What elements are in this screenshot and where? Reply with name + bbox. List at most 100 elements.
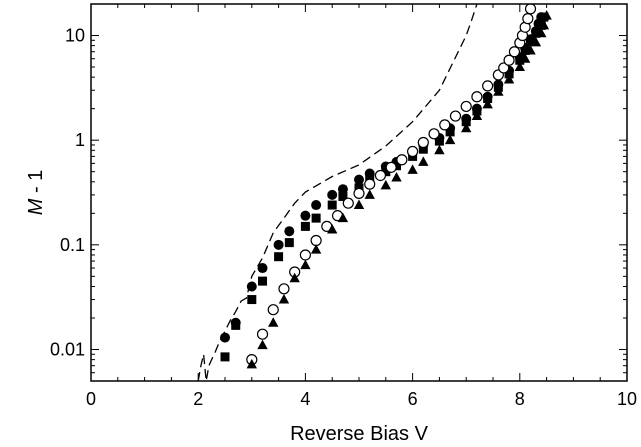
filled-triangle-point — [493, 86, 504, 96]
open-circle-point — [364, 178, 376, 190]
filled-triangle-point — [310, 244, 322, 254]
filled-square-point — [338, 191, 348, 201]
filled-square-point — [381, 167, 391, 177]
filled-triangle-point — [380, 179, 391, 190]
filled-circle-point — [284, 226, 295, 237]
y-axis-title: M - 1 — [25, 170, 47, 216]
filled-triangle-point — [418, 156, 429, 166]
open-circle-point — [524, 4, 537, 15]
y-tick-label: 1 — [75, 130, 85, 150]
dashed-series-line — [197, 4, 478, 381]
filled-triangle-point — [337, 212, 349, 223]
filled-triangle-point — [289, 272, 300, 283]
filled-square-point — [284, 238, 294, 248]
filled-square-point — [231, 320, 241, 330]
open-circle-point — [460, 100, 472, 113]
filled-triangle-point — [536, 27, 547, 38]
x-tick-labels: 0 2 4 6 8 10 — [86, 389, 637, 409]
filled-square-point — [300, 221, 310, 231]
filled-circle-point — [327, 189, 338, 200]
filled-triangle-point — [461, 122, 472, 133]
filled-triangle-point — [246, 358, 257, 369]
filled-triangle-point — [514, 61, 525, 72]
filled-triangle-point — [541, 10, 552, 20]
filled-square-point — [274, 252, 284, 262]
plot-data — [197, 4, 552, 381]
filled-triangle-point — [391, 171, 402, 182]
plot-frame — [90, 3, 628, 382]
filled-triangle-point — [257, 339, 268, 350]
open-circle-point — [503, 54, 515, 66]
filled-triangle-point — [471, 110, 483, 121]
filled-square-point — [520, 45, 530, 55]
filled-circle-point — [246, 281, 257, 292]
open-circle-point — [508, 46, 521, 58]
filled-square-point — [461, 117, 471, 127]
filled-triangle-point — [278, 294, 290, 304]
filled-triangle-point — [538, 19, 550, 30]
open-circle-point — [353, 187, 365, 200]
open-circle-point — [482, 80, 494, 92]
y-axis-title-rest: - 1 — [25, 170, 47, 199]
filled-triangle-point — [525, 44, 536, 55]
open-circle-point — [498, 62, 510, 74]
filled-square-point — [526, 36, 536, 46]
filled-square-point — [311, 213, 321, 223]
filled-triangle-point — [503, 73, 515, 84]
y-axis-title-italic: M — [25, 198, 47, 215]
filled-square-point — [258, 276, 268, 286]
filled-square-point — [445, 127, 455, 137]
open-circle-point — [385, 161, 397, 173]
filled-square-point — [515, 55, 525, 65]
open-circle-point — [278, 283, 290, 295]
filled-triangle-point — [519, 53, 531, 63]
filled-square-point — [220, 352, 230, 362]
filled-triangle-point — [364, 189, 375, 199]
filled-triangle-point — [482, 98, 493, 109]
x-tick-label: 6 — [408, 389, 418, 409]
filled-circle-point — [220, 332, 230, 343]
filled-circle-point — [337, 184, 348, 195]
filled-square-point — [504, 69, 514, 79]
filled-triangle-point — [407, 164, 418, 174]
open-circle-point — [439, 119, 451, 131]
filled-square-point — [434, 136, 444, 146]
open-circle-point — [471, 91, 483, 103]
open-circle-point — [417, 136, 429, 149]
open-circle-point — [310, 234, 322, 247]
y-tick-label: 10 — [65, 26, 85, 46]
open-circle-point — [407, 145, 419, 158]
open-circle-point — [342, 197, 354, 209]
y-tick-labels: 0.01 0.1 1 10 — [50, 26, 85, 360]
filled-circle-point — [300, 210, 311, 221]
x-axis-title: Reverse Bias V — [290, 423, 428, 445]
y-tick-label: 0.01 — [50, 339, 85, 359]
open-circle-point — [267, 304, 279, 316]
filled-square-point — [247, 295, 257, 305]
filled-square-point — [531, 28, 541, 38]
filled-circle-point — [257, 263, 268, 274]
filled-triangle-point — [268, 317, 279, 327]
filled-circle-point — [311, 200, 322, 211]
filled-square-point — [327, 200, 337, 210]
filled-triangle-point — [300, 259, 311, 270]
filled-circle-point — [354, 174, 364, 185]
filled-triangle-point — [327, 224, 338, 234]
open-circle-point — [428, 128, 440, 140]
x-tick-label: 10 — [617, 389, 637, 409]
filled-circle-point — [273, 239, 284, 250]
open-circle-point — [449, 110, 462, 122]
open-circle-point — [396, 154, 408, 166]
y-tick-label: 0.1 — [60, 235, 85, 255]
open-circle-point — [522, 13, 534, 25]
filled-square-point — [392, 161, 402, 171]
x-tick-label: 2 — [193, 389, 203, 409]
filled-triangle-point — [434, 144, 445, 155]
x-tick-label: 4 — [300, 389, 310, 409]
filled-square-point — [418, 144, 428, 154]
filled-triangle-point — [353, 199, 365, 210]
filled-triangle-point — [530, 36, 542, 47]
filled-triangle-point — [444, 134, 456, 145]
x-tick-label: 0 — [86, 389, 96, 409]
